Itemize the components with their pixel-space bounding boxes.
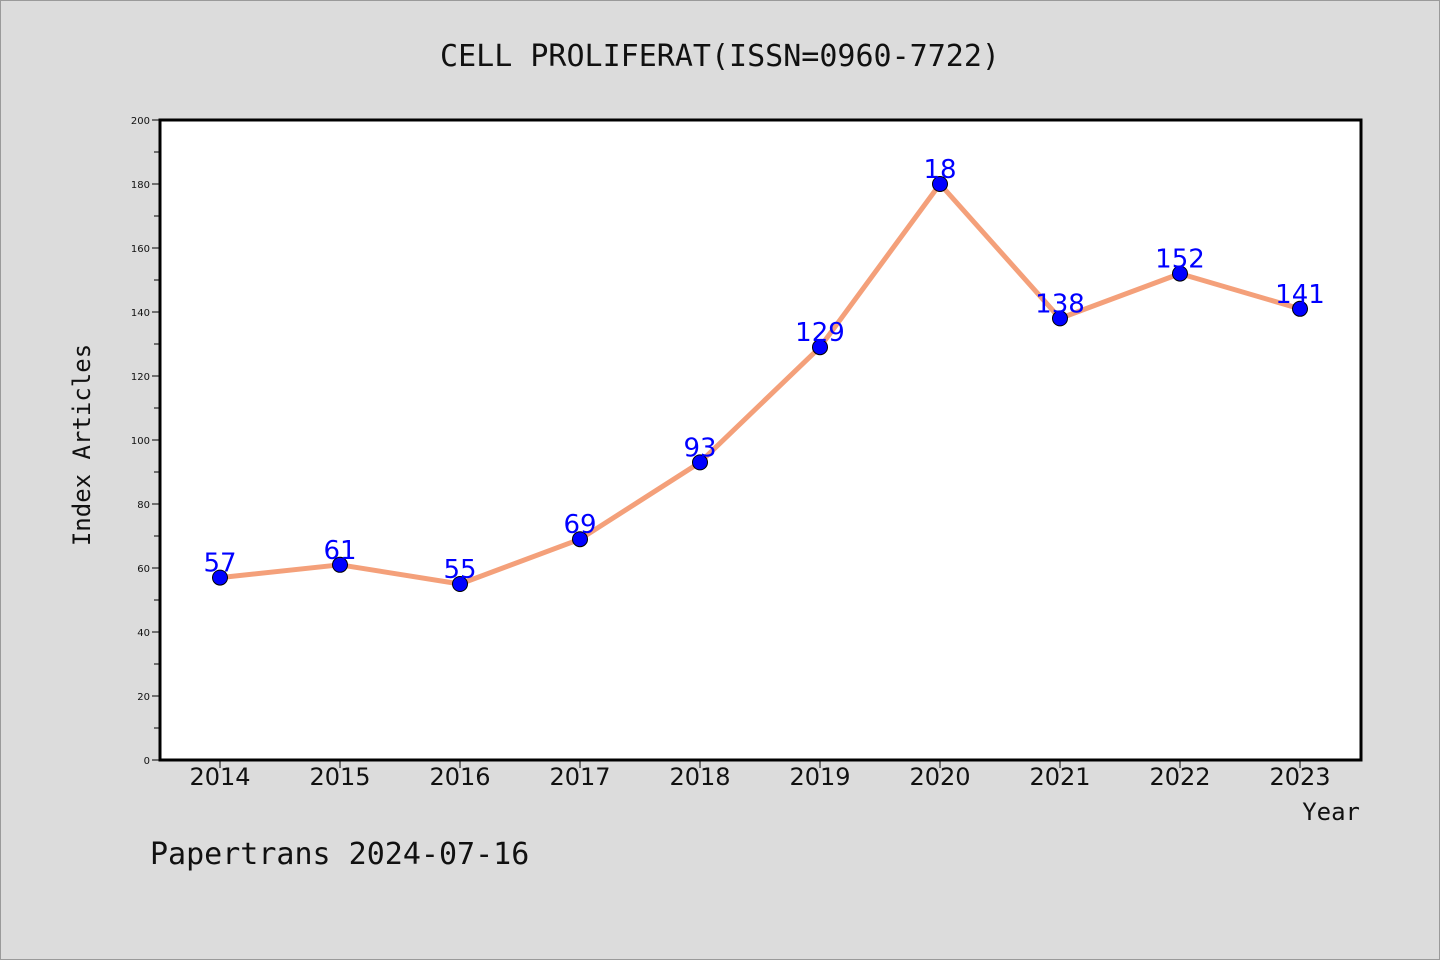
data-label: 129 [795,318,845,348]
y-tick-label: 60 [137,564,150,575]
x-tick-label: 2018 [669,763,730,791]
x-tick-label: 2019 [789,763,850,791]
data-label: 138 [1035,289,1085,319]
series-line [219,181,1301,587]
x-tick-label: 2023 [1269,763,1330,791]
data-label: 18 [923,155,956,185]
chart-title: CELL PROLIFERAT(ISSN=0960-7722) [440,39,1000,74]
y-tick-label: 120 [131,372,150,383]
y-tick-label: 140 [131,308,150,319]
x-tick-label: 2017 [549,763,610,791]
data-points [212,176,1308,592]
data-point [572,531,588,548]
y-tick-label: 160 [131,244,150,255]
x-tick-label: 2022 [1149,763,1210,791]
y-tick-label: 20 [137,692,150,703]
data-point [1172,265,1188,282]
y-tick-label: 200 [131,116,150,127]
data-label: 152 [1155,245,1205,275]
data-point [1292,300,1308,317]
footer-credit: Papertrans 2024-07-16 [150,837,529,872]
y-tick-label: 40 [137,628,150,639]
y-tick-label: 100 [131,436,150,447]
y-axis-ticks: 0 20 40 60 80 100 120 140 160 180 200 [131,116,160,767]
data-point [812,339,828,356]
data-label: 141 [1275,280,1325,310]
x-tick-label: 2020 [909,763,970,791]
plot-border [158,118,1363,762]
y-axis-label: Index Articles [68,344,96,546]
x-axis-label: Year [1302,798,1360,826]
x-tick-label: 2021 [1029,763,1090,791]
x-axis-ticks: 2014 2015 2016 2017 2018 2019 2020 2021 2022 2023 [189,760,1331,791]
y-tick-label: 180 [131,180,150,191]
data-point [332,556,348,573]
y-tick-label: 0 [144,756,150,767]
data-label: 57 [203,549,236,579]
data-point [932,176,948,192]
data-labels: 57 61 55 69 93 129 18 138 152 141 [203,155,1324,585]
plot-area [160,120,1361,760]
data-point [1052,310,1068,327]
data-point [212,569,228,586]
y-tick-label: 80 [137,500,150,511]
x-tick-label: 2016 [429,763,490,791]
data-label: 69 [563,510,596,540]
x-tick-label: 2015 [309,763,370,791]
data-label: 93 [683,433,716,463]
x-tick-label: 2014 [189,763,250,791]
data-label: 61 [323,536,356,566]
data-point [692,454,708,471]
data-label: 55 [443,555,476,585]
data-point [452,576,468,592]
